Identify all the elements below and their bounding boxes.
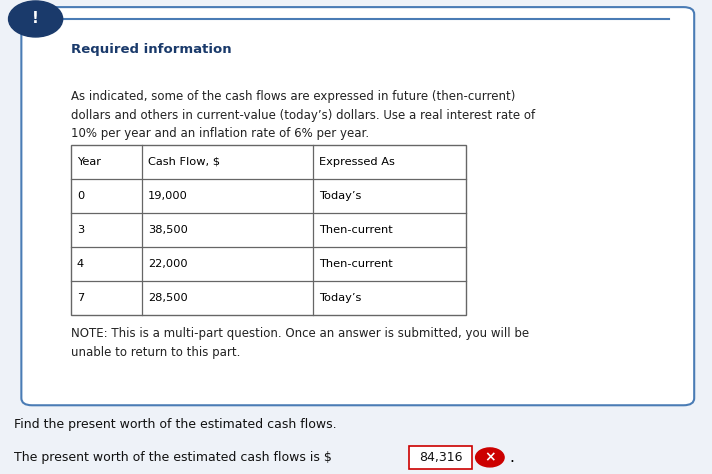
Text: Year: Year [77,156,101,167]
Bar [71,145,466,315]
Text: Expressed As: Expressed As [319,156,395,167]
Text: Required information: Required information [71,43,232,56]
Text: Today’s: Today’s [319,293,362,303]
Text: 84,316: 84,316 [419,451,463,464]
Text: .: . [510,450,515,465]
Text: The present worth of the estimated cash flows is $: The present worth of the estimated cash … [14,451,332,464]
Text: As indicated, some of the cash flows are expressed in future (then-current)
doll: As indicated, some of the cash flows are… [71,90,535,140]
Text: ×: × [484,450,496,464]
Text: Find the present worth of the estimated cash flows.: Find the present worth of the estimated … [14,418,337,431]
Text: NOTE: This is a multi-part question. Once an answer is submitted, you will be
un: NOTE: This is a multi-part question. Onc… [71,327,529,358]
Text: 22,000: 22,000 [148,259,188,269]
Circle shape [9,1,63,37]
Text: Then-current: Then-current [319,259,393,269]
Text: Cash Flow, $: Cash Flow, $ [148,156,220,167]
Text: !: ! [32,11,39,27]
Text: Then-current: Then-current [319,225,393,235]
FancyBboxPatch shape [21,7,694,405]
Text: 28,500: 28,500 [148,293,188,303]
Text: 19,000: 19,000 [148,191,188,201]
Text: Today’s: Today’s [319,191,362,201]
Bar [409,446,472,469]
Text: 7: 7 [77,293,84,303]
Text: 0: 0 [77,191,84,201]
Circle shape [476,448,504,467]
Text: 4: 4 [77,259,84,269]
Text: 38,500: 38,500 [148,225,188,235]
Text: 3: 3 [77,225,84,235]
